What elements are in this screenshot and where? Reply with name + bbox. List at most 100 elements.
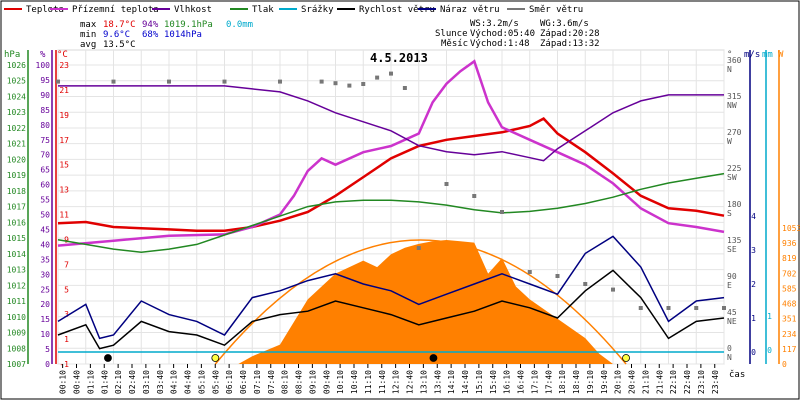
- x-tick-label: 00:40: [73, 370, 82, 394]
- x-tick-label: 20:10: [614, 370, 623, 394]
- unit-temperature: °C: [57, 50, 68, 60]
- humidity-tick-label: 5: [45, 345, 50, 354]
- humidity-tick-label: 75: [40, 136, 50, 145]
- stats-max-temp: 18.7°C: [103, 20, 136, 30]
- stats-max-rain: 0.0mm: [226, 20, 253, 30]
- temperature-tick-label: 3: [64, 310, 69, 319]
- x-tick-label: 08:40: [295, 370, 304, 394]
- direction-cardinal-label: S: [727, 209, 732, 218]
- humidity-tick-label: 30: [40, 270, 50, 279]
- legend-label: Tlak: [252, 5, 274, 15]
- stats-min-hum: 68%: [142, 30, 159, 40]
- wind-direction-point: [472, 194, 477, 198]
- x-tick-label: 21:10: [641, 370, 650, 394]
- x-tick-label: 03:10: [142, 370, 151, 394]
- wind-tick-label: 1: [751, 314, 756, 323]
- x-tick-label: 16:40: [517, 370, 526, 394]
- solar-tick-label: 819: [782, 254, 797, 263]
- stats-avg-temp: 13.5°C: [103, 40, 136, 50]
- pressure-tick-label: 1017: [7, 203, 26, 212]
- x-tick-label: 23:10: [697, 370, 706, 394]
- x-tick-label: 14:40: [461, 370, 470, 394]
- wind-direction-point: [500, 210, 504, 214]
- temperature-tick-label: 13: [59, 186, 69, 195]
- x-tick-label: 19:40: [600, 370, 609, 394]
- legend-label: Vlhkost: [174, 5, 212, 15]
- series-line: [58, 85, 724, 162]
- direction-cardinal-label: NW: [727, 101, 737, 110]
- direction-tick-label: 180: [727, 200, 742, 209]
- wind-tick-label: 3: [751, 246, 756, 255]
- humidity-tick-label: 90: [40, 91, 50, 100]
- solar-tick-label: 0: [782, 360, 787, 369]
- wind-direction-point: [111, 79, 116, 84]
- legend-label: Srážky: [301, 5, 334, 15]
- wind-direction-point: [583, 282, 588, 286]
- astro-marker: [211, 354, 220, 362]
- direction-tick-label: 225: [727, 164, 742, 173]
- x-tick-label: 06:40: [239, 370, 248, 394]
- pressure-tick-label: 1010: [7, 313, 26, 322]
- humidity-tick-label: 100: [36, 61, 51, 70]
- x-tick-label: 04:10: [170, 370, 179, 394]
- wind-direction-point: [347, 83, 352, 88]
- unit-direction: °: [727, 50, 732, 60]
- temperature-tick-label: 5: [64, 285, 69, 294]
- x-tick-label: 16:10: [503, 370, 512, 394]
- unit-humidity: %: [40, 50, 46, 60]
- pressure-tick-label: 1025: [7, 77, 26, 86]
- stats-max-label: max: [80, 20, 97, 30]
- direction-tick-label: 315: [727, 92, 742, 101]
- x-tick-label: 02:40: [128, 370, 137, 394]
- wind-direction-point: [722, 306, 726, 310]
- wind-direction-point: [666, 306, 671, 310]
- wind-direction-point: [375, 75, 380, 80]
- axes: 1007100810091010101110121013101410151016…: [7, 50, 800, 369]
- stats-min-label: min: [80, 30, 96, 40]
- wind-direction-point: [333, 81, 338, 86]
- moonset-time: Západ:13:32: [540, 39, 600, 49]
- direction-cardinal-label: SE: [727, 245, 737, 254]
- stats-min-temp: 9.6°C: [103, 30, 130, 40]
- wind-direction-point: [222, 79, 227, 84]
- humidity-tick-label: 40: [40, 240, 50, 249]
- unit-headers: hPa % °C ° m/s mm W čas: [4, 50, 784, 380]
- x-tick-label: 03:40: [156, 370, 165, 394]
- pressure-tick-label: 1026: [7, 61, 26, 70]
- wind-tick-label: 2: [751, 280, 756, 289]
- pressure-tick-label: 1007: [7, 360, 26, 369]
- astro-info: WS:3.2m/s WG:3.6m/s Slunce Východ:05:40 …: [435, 19, 600, 49]
- direction-cardinal-label: N: [727, 65, 732, 74]
- solar-tick-label: 702: [782, 269, 797, 278]
- humidity-tick-label: 60: [40, 181, 50, 190]
- x-tick-label: 15:40: [489, 370, 498, 394]
- x-tick-label: 13:10: [419, 370, 428, 394]
- pressure-tick-label: 1015: [7, 234, 26, 243]
- direction-tick-label: 90: [727, 272, 737, 281]
- humidity-tick-label: 50: [40, 211, 50, 220]
- direction-cardinal-label: NE: [727, 317, 737, 326]
- solar-tick-label: 1053: [782, 224, 800, 233]
- temperature-tick-label: 17: [59, 136, 69, 145]
- moon-label: Měsíc: [441, 39, 468, 49]
- wind-speed-info: WS:3.2m/s: [470, 19, 519, 29]
- x-tick-label: 11:10: [364, 370, 373, 394]
- x-tick-label: 22:40: [683, 370, 692, 394]
- wind-direction-point: [167, 79, 171, 84]
- sunrise-time: Východ:05:40: [470, 29, 535, 39]
- series-line: [57, 117, 725, 232]
- legend-label: Rychlost větru: [359, 5, 435, 15]
- wind-direction-point: [638, 306, 643, 310]
- pressure-tick-label: 1011: [7, 297, 26, 306]
- rain-tick-label: 0: [767, 346, 772, 355]
- x-tick-label: 07:10: [253, 370, 262, 394]
- stats-max-press: 1019.1hPa: [164, 20, 213, 30]
- x-tick-label: 01:10: [86, 370, 95, 394]
- x-tick-label: 21:40: [655, 370, 664, 394]
- x-tick-label: 11:40: [378, 370, 387, 394]
- direction-tick-label: 0: [727, 344, 732, 353]
- pressure-tick-label: 1016: [7, 218, 26, 227]
- humidity-tick-label: 65: [40, 166, 50, 175]
- x-tick-label: 23:40: [711, 370, 720, 394]
- wind-direction-point: [694, 306, 699, 310]
